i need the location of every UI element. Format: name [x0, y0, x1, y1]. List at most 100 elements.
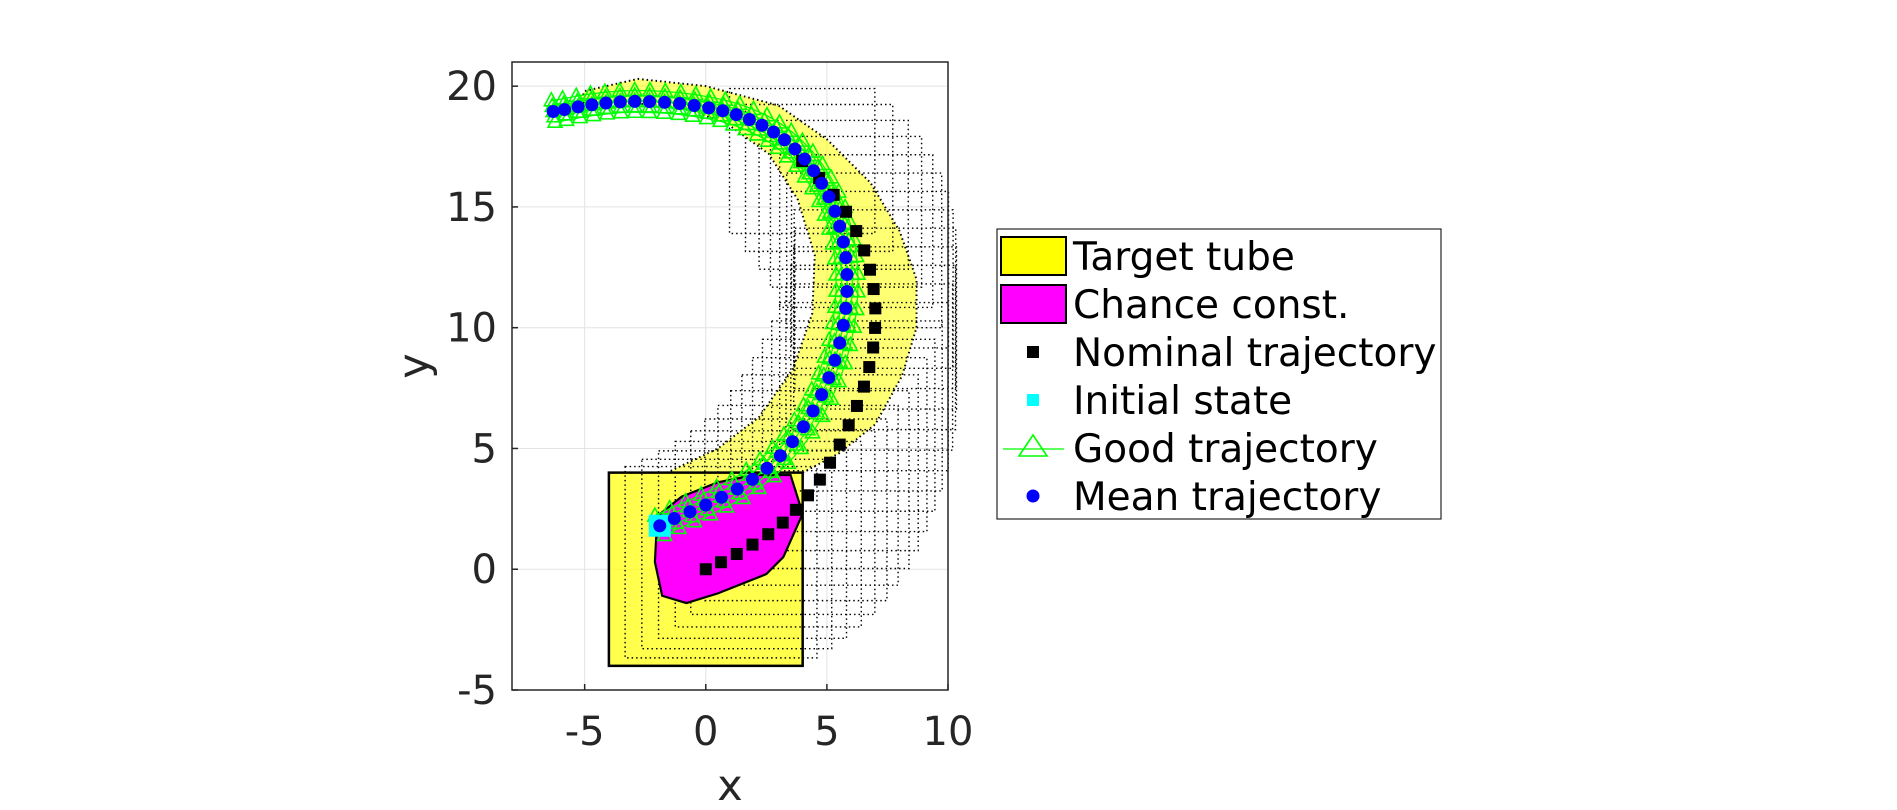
good-trajectory-point — [723, 469, 741, 486]
mean-trajectory-point — [755, 118, 769, 132]
y-tick-label: 5 — [472, 426, 497, 472]
good-trajectory-point — [845, 317, 863, 333]
good-trajectory-point — [803, 179, 821, 195]
mean-trajectory-point — [746, 472, 760, 486]
y-axis-label: y — [389, 353, 439, 378]
mean-trajectory-point — [571, 100, 585, 114]
good-trajectory-point — [810, 364, 828, 380]
mean-trajectory-point — [760, 461, 774, 475]
nominal-trajectory-point — [850, 225, 863, 238]
legend-label: Chance const. — [1073, 283, 1349, 328]
mean-trajectory-point — [702, 101, 716, 115]
nominal-trajectory-point — [833, 438, 846, 451]
nominal-trajectory-point — [730, 548, 743, 561]
good-trajectory-point — [571, 107, 589, 124]
target-tube-slice — [785, 172, 943, 329]
good-trajectory-point — [626, 102, 644, 119]
mean-trajectory-point — [828, 204, 842, 218]
good-trajectory-point — [546, 112, 564, 129]
good-trajectory-point — [779, 147, 796, 163]
target-tube-slice — [793, 246, 958, 410]
mean-trajectory-point — [815, 388, 829, 402]
good-trajectory-point — [737, 460, 755, 477]
good-trajectory-point — [775, 425, 793, 441]
good-trajectory-point — [827, 281, 845, 297]
good-trajectory-point — [810, 191, 828, 208]
mean-trajectory-point — [833, 336, 847, 350]
good-trajectory-point — [670, 104, 687, 121]
good-trajectory-point — [684, 106, 701, 123]
x-axis-label: x — [717, 761, 742, 810]
good-trajectory-point — [764, 438, 781, 455]
good-trajectory-point — [736, 119, 754, 136]
nominal-trajectory-point — [715, 556, 728, 569]
mean-trajectory-point — [613, 95, 627, 109]
legend-swatch-box — [1000, 284, 1067, 324]
good-trajectory-point — [826, 297, 844, 314]
good-trajectory-point — [826, 249, 844, 265]
good-trajectory-point — [724, 115, 742, 131]
legend-label: Target tube — [1072, 235, 1295, 280]
x-tick-label: 5 — [814, 709, 839, 755]
mean-trajectory-point — [822, 371, 836, 385]
nominal-trajectory-point — [867, 283, 880, 296]
target-tube-slice — [674, 440, 862, 628]
good-trajectory-point — [612, 103, 630, 119]
nominal-trajectory-point — [842, 419, 855, 432]
mean-trajectory-point — [716, 104, 730, 118]
mean-trajectory-point — [833, 219, 847, 233]
good-trajectory-point — [845, 230, 863, 246]
good-trajectory-point — [661, 498, 679, 515]
y-tick-label: 20 — [446, 64, 497, 110]
axis-ticks: -5 0 5 10 -5 0 5 10 15 20 — [446, 64, 973, 755]
nominal-trajectory-point — [864, 263, 877, 276]
legend-swatch-box — [1000, 236, 1067, 276]
good-trajectory-point — [711, 111, 729, 128]
mean-trajectory-point — [840, 268, 854, 282]
mean-trajectory-point — [778, 133, 791, 147]
legend-label: Nominal trajectory — [1073, 331, 1436, 376]
mean-trajectory — [546, 94, 854, 533]
mean-trajectory-point — [558, 103, 572, 117]
good-trajectory-point — [585, 105, 602, 122]
good-trajectory-point — [820, 219, 838, 235]
good-trajectory-point — [816, 347, 833, 363]
mean-trajectory-point — [585, 98, 599, 112]
mean-trajectory-point — [730, 482, 744, 496]
good-trajectory-point — [803, 380, 821, 396]
mean-trajectory-point — [839, 301, 853, 315]
mean-trajectory-point — [788, 142, 802, 156]
mean-trajectory-point — [822, 190, 836, 204]
good-trajectory-point — [598, 104, 616, 120]
good-trajectory-point — [708, 477, 725, 494]
nominal-trajectory-point — [699, 563, 712, 576]
legend-swatch-square — [1027, 346, 1039, 358]
mean-trajectory-point — [806, 404, 820, 418]
nominal-trajectory-point — [863, 361, 876, 374]
good-trajectory-point — [765, 466, 783, 483]
target-tube-slice — [751, 356, 928, 533]
nominal-trajectory-point — [789, 503, 802, 516]
y-tick-label: 15 — [446, 185, 497, 231]
legend-label: Good trajectory — [1073, 427, 1378, 472]
good-trajectory-point — [824, 234, 841, 250]
mean-trajectory-point — [673, 97, 687, 111]
mean-trajectory-point — [643, 95, 657, 109]
good-trajectory-point — [820, 330, 838, 347]
legend-box — [996, 228, 1442, 520]
mean-trajectory-point — [767, 125, 781, 139]
plot-frame — [511, 61, 949, 691]
good-trajectory-point — [677, 492, 695, 508]
mean-trajectory-point — [599, 96, 613, 110]
good-trajectory-point — [836, 353, 854, 370]
nominal-trajectory-point — [762, 528, 775, 541]
target-tube-slice — [778, 154, 934, 309]
good-trajectory-point — [640, 102, 658, 119]
good-trajectory-point — [816, 205, 833, 221]
good-trajectory-point — [698, 108, 716, 125]
nominal-trajectory-point — [857, 380, 870, 393]
mean-trajectory-point — [715, 490, 729, 504]
legend-label: Initial state — [1073, 379, 1292, 424]
mean-trajectory-point — [628, 94, 642, 108]
